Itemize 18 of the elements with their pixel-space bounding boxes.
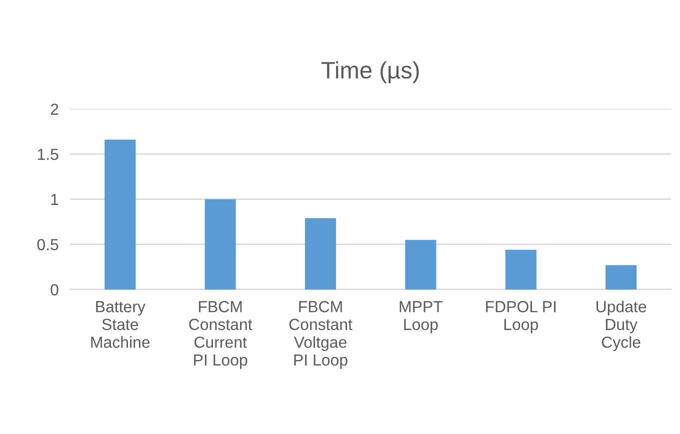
bar (606, 265, 637, 290)
y-tick-label: 2 (50, 104, 58, 115)
bar (405, 240, 436, 290)
x-tick-label: MPPT Loop (400, 301, 443, 334)
bar (304, 218, 336, 290)
x-tick-label: Battery State Machine (91, 301, 150, 348)
chart-title: Time (µs) (321, 61, 419, 84)
bar (204, 199, 236, 290)
x-tick-label: FBCM Constant Current PI Loop (189, 301, 252, 369)
y-tick-label: 0 (50, 284, 58, 296)
x-tick-label: Update Duty Cycle (596, 300, 646, 352)
x-tick-label: FBCM Constant Voltgae PI Loop (289, 301, 352, 369)
y-tick-label: 1.5 (38, 148, 58, 160)
x-tick-label: FDPOL PI Loop (486, 301, 556, 334)
bar (505, 250, 536, 290)
bar (104, 140, 136, 290)
y-tick-label: 1 (51, 194, 58, 205)
y-tick-label: 0.5 (37, 238, 58, 250)
